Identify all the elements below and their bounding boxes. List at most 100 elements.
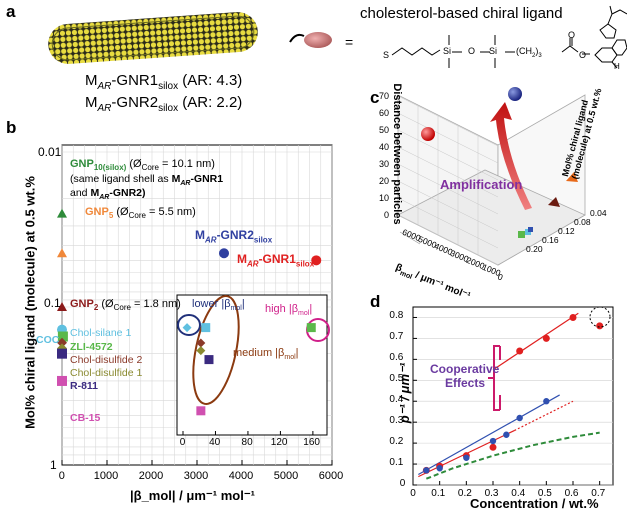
equals-sign: = xyxy=(345,34,354,50)
b-xtick: 1000 xyxy=(93,470,119,482)
label-gnp10: GNP10(silox) (ØCore = 10.1 nm) xyxy=(70,158,215,173)
d-point-blue xyxy=(463,454,470,461)
d-point-blue xyxy=(489,437,497,445)
chem-o2: O xyxy=(468,46,476,56)
b-ylabel: Mol% chiral ligand (molecule) at 0.5 wt.… xyxy=(22,176,38,429)
label-chol-d1: Chol-disulfide 1 xyxy=(70,367,143,379)
chem-h: H xyxy=(614,62,620,71)
amplification-arrow xyxy=(490,102,532,210)
inset-point xyxy=(306,323,316,333)
d-annotation-2: Effects xyxy=(445,376,486,390)
inset-xtick: 80 xyxy=(241,437,253,448)
panel-label-b: b xyxy=(6,118,17,137)
d-ytick: 0.8 xyxy=(389,310,404,322)
b-xtick: 0 xyxy=(58,470,65,482)
c-point-gnp5 xyxy=(566,172,578,182)
b-point xyxy=(219,248,229,259)
inset-label-high: high |βmol| xyxy=(265,303,313,318)
ligand-structure xyxy=(391,5,627,69)
d-xtick: 0 xyxy=(410,488,416,499)
d-point-blue xyxy=(516,414,523,422)
b-point xyxy=(57,375,67,386)
inset-point xyxy=(196,338,206,348)
b-xtick: 4000 xyxy=(228,470,254,482)
chem-o3: O xyxy=(568,30,576,40)
nanorod-illustration xyxy=(48,12,332,64)
label-coc: COC xyxy=(36,334,60,346)
panel-label-c: c xyxy=(370,88,380,107)
b-point xyxy=(57,337,67,348)
label-chol-silane: Chol-silane 1 xyxy=(70,327,132,339)
inset-point xyxy=(196,346,206,356)
d-point-blue xyxy=(503,431,510,438)
panel-c-plot xyxy=(397,87,586,266)
panel-d-plot xyxy=(412,306,614,486)
c-ytick: 0.16 xyxy=(542,235,559,245)
c-point-gnr1 xyxy=(421,127,435,141)
c-ytick: 0.08 xyxy=(574,217,591,227)
d-point-blue xyxy=(423,467,430,474)
label-gnp5: GNP5 (ØCore = 5.5 nm) xyxy=(85,206,196,221)
c-point-r811 xyxy=(528,227,533,232)
chem-chain: (CH2)3 xyxy=(516,46,542,59)
panel-label-d: d xyxy=(370,292,381,311)
b-point xyxy=(57,348,67,359)
c-ztick: 40 xyxy=(379,142,390,152)
label-gnp10-note1: (same ligand shell as MAR-GNR1 xyxy=(70,173,224,188)
inset-point xyxy=(201,323,211,333)
chem-si1: Si xyxy=(443,46,452,56)
d-point-blue xyxy=(543,398,550,405)
d-xtick: 0.4 xyxy=(511,488,526,499)
d-xtick: 0.6 xyxy=(564,488,579,499)
inset-xtick: 120 xyxy=(270,437,288,448)
chem-si2: Si xyxy=(489,46,498,56)
b-xtick: 2000 xyxy=(138,470,164,482)
b-point xyxy=(57,248,67,258)
c-ytick: 0.12 xyxy=(558,226,575,236)
b-point xyxy=(57,331,68,342)
gnr2-label: MAR-GNR2silox (AR: 2.2) xyxy=(85,94,243,114)
d-xtick: 0.2 xyxy=(457,488,472,499)
label-gnp10-note2: and MAR-GNR2) xyxy=(70,187,146,202)
d-ytick: 0.6 xyxy=(389,352,404,364)
c-ytick: 0.04 xyxy=(590,208,607,218)
b-ytick-2: 1 xyxy=(50,458,57,472)
inset-xtick: 40 xyxy=(209,437,221,448)
d-point-red xyxy=(516,347,524,355)
c-ztick: 50 xyxy=(379,125,390,135)
inset-point xyxy=(204,355,214,365)
c-ztick: 20 xyxy=(379,176,390,186)
d-point-red xyxy=(489,443,497,451)
c-point-gnr2 xyxy=(508,87,522,101)
b-xtick: 6000 xyxy=(318,470,344,482)
d-xtick: 0.5 xyxy=(537,488,552,499)
c-ztick: 60 xyxy=(379,108,390,118)
c-point-zli xyxy=(518,231,525,238)
d-ytick: 0.3 xyxy=(389,415,404,427)
d-point-blue xyxy=(436,465,443,472)
c-point-gnp2 xyxy=(548,197,560,207)
b-xtick: 5000 xyxy=(273,470,299,482)
chem-s: S xyxy=(383,50,390,60)
d-annotation-1: Cooperative xyxy=(430,362,500,376)
label-gnr1: MAR-GNR1silox xyxy=(237,252,315,269)
inset-xtick: 0 xyxy=(179,437,186,448)
c-annotation: Amplification xyxy=(440,177,523,192)
b-xtick: 3000 xyxy=(183,470,209,482)
inset-label-lower: lower |βmol| xyxy=(192,298,245,313)
d-ylabel: p⁻¹ / μm⁻¹ xyxy=(397,362,412,424)
inset-xtick: 160 xyxy=(303,437,320,448)
label-cb15: CB-15 xyxy=(70,412,101,424)
d-point-red xyxy=(542,334,550,342)
inset-point xyxy=(182,323,192,333)
b-point xyxy=(57,302,67,311)
c-ztick: 0 xyxy=(384,210,390,220)
d-xtick: 0.1 xyxy=(431,488,446,499)
d-point-red xyxy=(569,313,577,321)
b-ytick-0: 0.01 xyxy=(38,145,62,159)
b-xlabel: |β_mol| / μm⁻¹ mol⁻¹ xyxy=(130,488,256,503)
d-ytick: 0.4 xyxy=(389,394,404,406)
chem-o4: O xyxy=(579,50,587,60)
d-point-red xyxy=(596,322,604,330)
